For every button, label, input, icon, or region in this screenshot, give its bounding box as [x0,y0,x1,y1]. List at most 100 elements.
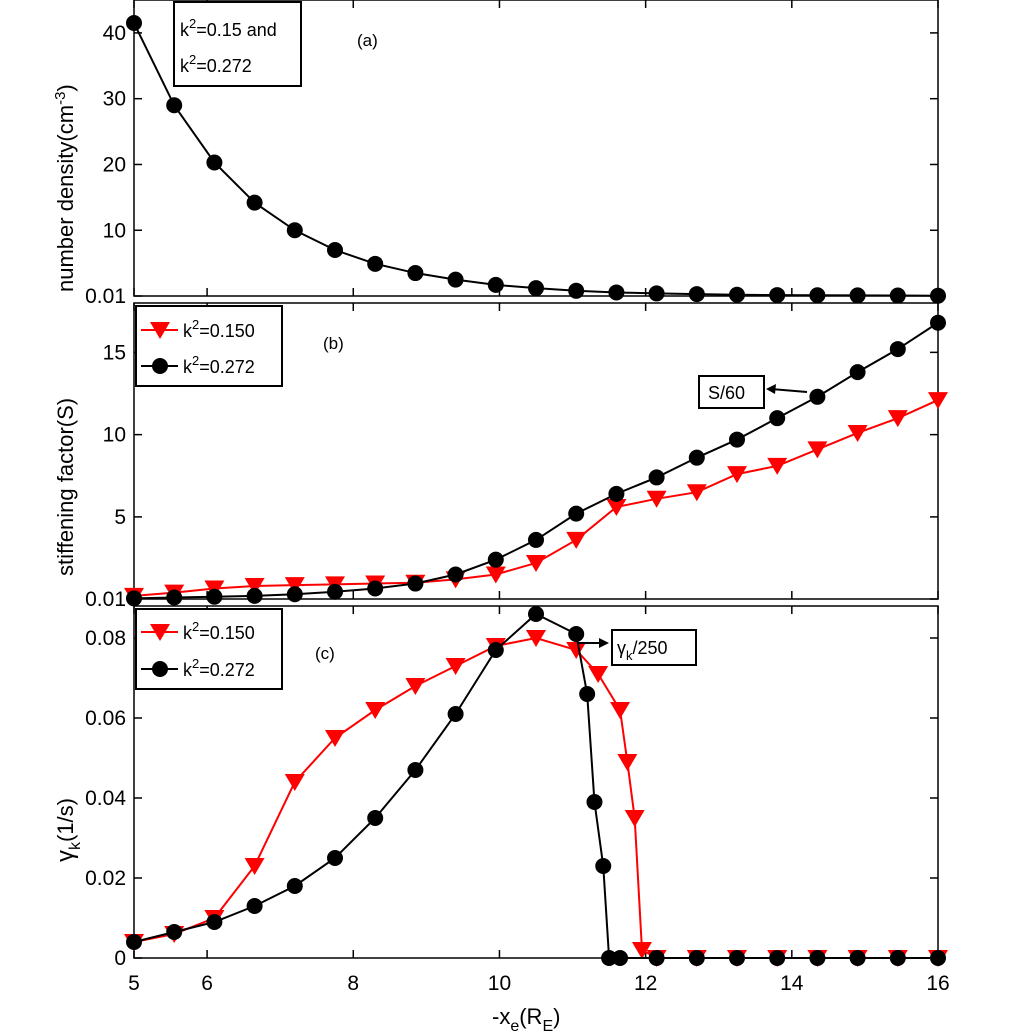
panel-b-legend-entry-2: k2=0.272 [183,353,255,377]
panel-c-legend-k2: k [183,660,193,680]
panel-b-series-1-point-9 [487,551,504,568]
panel-a-legend-k2: k [180,56,190,76]
panel-c-xtick-label-4: 12 [634,972,657,995]
panel-a-ytick-label-2: 20 [103,153,126,176]
panel-c-series-0-point-7 [405,678,426,695]
panel-a-series-0-point-8 [447,271,464,288]
panel-c-series-1-point-20 [769,950,786,966]
panel-c-annotation-arrow-head [599,638,609,648]
panel-b-legend-val2: =0.272 [199,357,255,377]
panel-a-plot [126,15,946,304]
panel-c-series-1-point-15 [601,950,618,966]
panel-b-series-1-point-6 [367,580,384,597]
panel-b-series-0-point-11 [566,531,587,549]
panel-c-annotation-gamma: γ [617,638,626,658]
panel-b-series-0-point-12 [606,499,627,517]
panel-c-series-0-point-5 [325,730,345,747]
panel-c-series-1-point-4 [286,878,303,894]
panel-b-legend-k1: k [183,321,193,341]
panel-a-legend-box [173,1,302,87]
panel-a-series-0-point-18 [849,287,866,304]
panel-c-series-1-point-19 [729,950,745,966]
panel-c-series-1-point-16 [612,950,629,966]
panel-b-ytick-label-2: 10 [103,424,126,447]
panel-a-series-0-point-10 [528,280,544,297]
panel-c-legend-entry-1: k2=0.150 [183,619,255,643]
panel-c-series-0-point-8 [445,658,466,675]
panel-a-ylabel-main: number density(cm [53,105,78,292]
panel-b-series-1-point-15 [729,431,745,448]
panel-c-ytick-label-3: 0.06 [85,707,126,730]
panel-b-series-1-point-0 [126,590,142,607]
panel-c-legend-red-marker [150,624,170,641]
panel-c-xtick-label-1: 6 [201,972,213,995]
panel-b-legend-black-marker [152,358,168,374]
panel-b-ytick-label-1: 5 [114,506,126,529]
panel-b-legend-sup1: 2 [192,317,199,332]
panel-a-series-0-point-17 [809,287,826,304]
panel-b-plot [124,314,948,607]
panel-c-series-0-point-15 [624,810,645,827]
panel-a-ylabel-close: ) [53,84,78,91]
panel-c-ylabel: γk(1/s) [52,798,84,862]
panel-c-legend-sup1: 2 [192,619,199,634]
panel-c-series-1-point-18 [688,950,705,966]
panel-b-series-0-point-17 [807,441,828,459]
panel-a-ylabel-exp: -3 [52,92,69,105]
panel-b-y-ticks: 0.01 5 10 15 [85,303,939,611]
panel-a-series-0-point-12 [608,284,625,301]
panel-a-series-0-point-0 [126,15,142,32]
panel-b-legend: k2=0.150 k2=0.272 [135,305,283,387]
panel-b-ylabel: stiffening factor(S) [53,398,78,576]
panel-b-ytick-label-0: 0.01 [85,588,126,611]
panel-b-legend-val1: =0.150 [199,321,255,341]
panel-b-legend-sup2: 2 [192,353,199,368]
panel-b-annotation-text: S/60 [708,383,745,403]
panel-c-series-1-point-23 [889,950,906,966]
panel-b-series-1-point-14 [688,449,705,466]
panel-b-series-1-point-19 [889,341,906,358]
panel-a-series-0-point-3 [246,194,263,211]
panel-a-series-0-point-16 [769,287,786,304]
panel-a-label: (a) [357,31,378,50]
panel-c-legend-val2: =0.272 [199,660,255,680]
panel-b-series-0-point-20 [928,392,948,410]
panel-c-ytick-label-4: 0.08 [85,627,126,650]
panel-c-annotation-rest: /250 [633,638,668,658]
panel-a-series-0-point-1 [166,97,183,114]
panel-b-series-1-point-3 [246,587,263,604]
panel-c-series-1-point-11 [568,626,585,642]
panel-a-series-0-point-7 [407,265,424,282]
panel-c-legend-sup2: 2 [192,656,199,671]
panel-c: 00.020.040.060.08 5 6 8 10 12 14 16 (c) k2=0.1… [52,605,950,1035]
panel-a-series-0-point-6 [367,255,384,272]
panel-b-annotation-arrow-head [766,384,776,394]
panel-b-series-1-point-10 [528,531,544,548]
panel-b-series-0-point-14 [686,484,707,502]
panel-c-plot [124,606,948,967]
panel-b-series-0-point-19 [887,410,908,428]
panel-b-series-1-point-2 [206,588,223,605]
panel-c-series-1-point-10 [528,606,544,622]
panel-c-xlabel: -xe(RE) [492,1004,560,1035]
panel-c-legend-val1: =0.150 [199,623,255,643]
panel-c-series-0-point-12 [588,666,609,683]
panel-c-series-0-point-3 [244,858,265,875]
panel-c-ytick-label-2: 0.04 [85,787,126,810]
panel-b-annotation-arrow-line [770,388,808,393]
panel-c-xtick-label-3: 10 [488,972,511,995]
panel-b-series-1-point-20 [930,314,946,331]
panel-b-annotation-box [698,375,765,409]
panel-c-series-1-point-5 [327,850,343,866]
panel-c-legend-black-marker [152,661,168,677]
panel-b-series-0-point-10 [526,554,546,572]
panel-b-annotation: S/60 [698,375,808,409]
panel-a-ytick-label-0: 0.01 [85,285,126,308]
panel-c-ylabel-sub: k [67,841,84,850]
panel-c-series-1-point-0 [126,934,142,950]
panel-a-legend-line-2: k2=0.272 [180,52,252,76]
panel-b-series-1-point-8 [447,566,464,583]
